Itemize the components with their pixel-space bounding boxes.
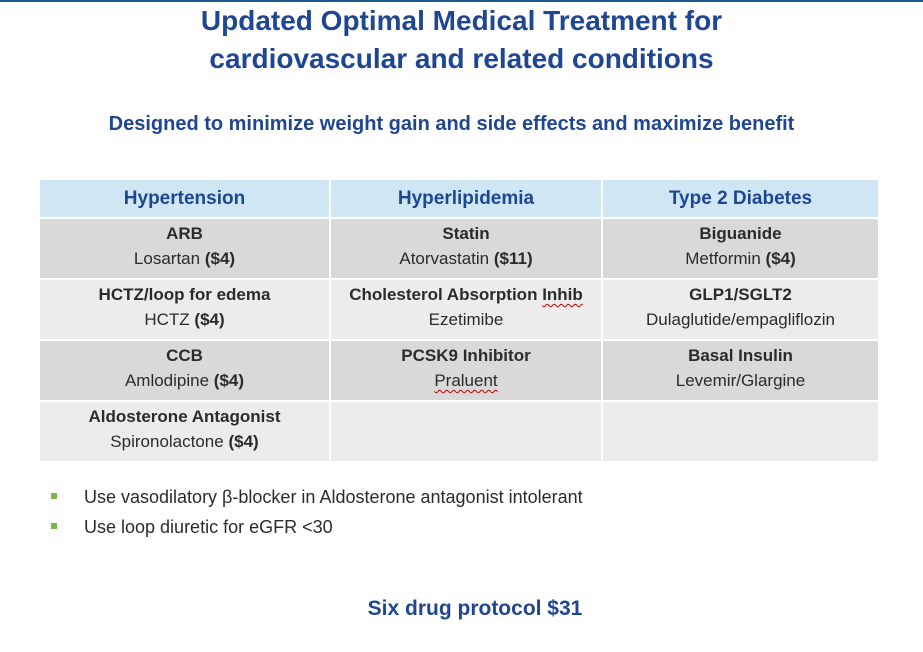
- drug-name: Amlodipine: [124, 371, 210, 390]
- table-cell: HCTZ/loop for edema HCTZ ($4): [40, 279, 331, 341]
- header-type-2-diabetes: Type 2 Diabetes: [602, 180, 878, 219]
- drug-entry: Atorvastatin ($11): [331, 246, 601, 271]
- spellcheck-flagged-word: Inhib: [542, 285, 583, 304]
- drug-class-label: ARB: [166, 224, 203, 243]
- table-cell: CCB Amlodipine ($4): [40, 340, 331, 402]
- header-hyperlipidemia: Hyperlipidemia: [330, 180, 603, 219]
- drug-name: Spironolactone: [110, 432, 224, 451]
- drug-name: Losartan: [133, 249, 201, 268]
- drug-cost: ($4): [194, 310, 225, 329]
- treatment-table: Hypertension Hyperlipidemia Type 2 Diabe…: [40, 180, 878, 463]
- drug-entry: Metformin ($4): [603, 246, 878, 271]
- drug-cost: ($4): [213, 371, 245, 390]
- drug-class-label: Statin: [442, 224, 490, 243]
- table-row: CCB Amlodipine ($4) PCSK9 Inhibitor Pral…: [40, 340, 878, 402]
- list-item: Use vasodilatory β-blocker in Aldosteron…: [48, 483, 583, 513]
- drug-name: Levemir/Glargine: [675, 371, 806, 390]
- drug-class-label: Aldosterone Antagonist: [88, 407, 281, 426]
- note-text: Use vasodilatory β-blocker in Aldosteron…: [84, 487, 583, 507]
- drug-cost: ($4): [765, 249, 796, 268]
- drug-entry: Spironolactone ($4): [40, 429, 329, 454]
- table-row: HCTZ/loop for edema HCTZ ($4) Cholestero…: [40, 279, 878, 341]
- header-hypertension: Hypertension: [40, 180, 331, 219]
- table-cell: GLP1/SGLT2 Dulaglutide/empagliflozin: [602, 279, 878, 341]
- table-cell: Aldosterone Antagonist Spironolactone ($…: [40, 401, 331, 463]
- slide-subtitle: Designed to minimize weight gain and sid…: [108, 113, 795, 135]
- drug-name: Praluent: [434, 371, 498, 390]
- drug-cost: ($11): [493, 249, 533, 268]
- table-cell: ARB Losartan ($4): [40, 218, 331, 280]
- table-cell: Biguanide Metformin ($4): [602, 218, 878, 280]
- drug-class-label: Basal Insulin: [688, 346, 793, 365]
- drug-name: HCTZ: [144, 310, 190, 329]
- table-header-row: Hypertension Hyperlipidemia Type 2 Diabe…: [40, 180, 878, 219]
- note-text: Use loop diuretic for eGFR <30: [84, 517, 333, 537]
- drug-class-label: PCSK9 Inhibitor: [401, 346, 531, 365]
- drug-class-label-main: Cholesterol Absorption: [349, 285, 538, 304]
- drug-name: Dulaglutide/empagliflozin: [645, 310, 835, 329]
- table-cell: Cholesterol Absorption Inhib Ezetimibe: [330, 279, 603, 341]
- square-bullet-icon: [51, 523, 57, 529]
- drug-name: Metformin: [685, 249, 761, 268]
- drug-entry: HCTZ ($4): [40, 307, 329, 332]
- list-item: Use loop diuretic for eGFR <30: [48, 513, 583, 543]
- table-row: Aldosterone Antagonist Spironolactone ($…: [40, 401, 878, 463]
- square-bullet-icon: [51, 493, 57, 499]
- drug-class-label: Biguanide: [699, 224, 782, 243]
- drug-name: Atorvastatin: [399, 249, 490, 268]
- drug-class-label: Cholesterol Absorption Inhib: [331, 282, 601, 307]
- drug-entry: Praluent: [331, 368, 601, 393]
- drug-entry: Amlodipine ($4): [40, 368, 329, 393]
- top-rule: [0, 0, 923, 2]
- drug-class-label: GLP1/SGLT2: [689, 285, 792, 304]
- slide-title-line-2: cardiovascular and related conditions: [209, 43, 714, 74]
- slide-title: Updated Optimal Medical Treatment for ca…: [0, 2, 923, 78]
- notes-list: Use vasodilatory β-blocker in Aldosteron…: [48, 483, 583, 543]
- drug-name: Ezetimibe: [428, 310, 504, 329]
- drug-cost: ($4): [204, 249, 236, 268]
- slide-title-line-1: Updated Optimal Medical Treatment for: [200, 5, 723, 36]
- drug-cost: ($4): [228, 432, 259, 451]
- drug-class-label: HCTZ/loop for edema: [98, 285, 271, 304]
- drug-entry: Losartan ($4): [40, 246, 329, 271]
- table-cell: PCSK9 Inhibitor Praluent: [330, 340, 603, 402]
- drug-class-label: CCB: [166, 346, 203, 365]
- table-row: ARB Losartan ($4) Statin Atorvastatin ($…: [40, 218, 878, 280]
- table-cell: Statin Atorvastatin ($11): [330, 218, 603, 280]
- protocol-summary: Six drug protocol $31: [367, 597, 583, 620]
- table-cell-empty: [602, 401, 878, 463]
- table-cell: Basal Insulin Levemir/Glargine: [602, 340, 878, 402]
- table-cell-empty: [330, 401, 603, 463]
